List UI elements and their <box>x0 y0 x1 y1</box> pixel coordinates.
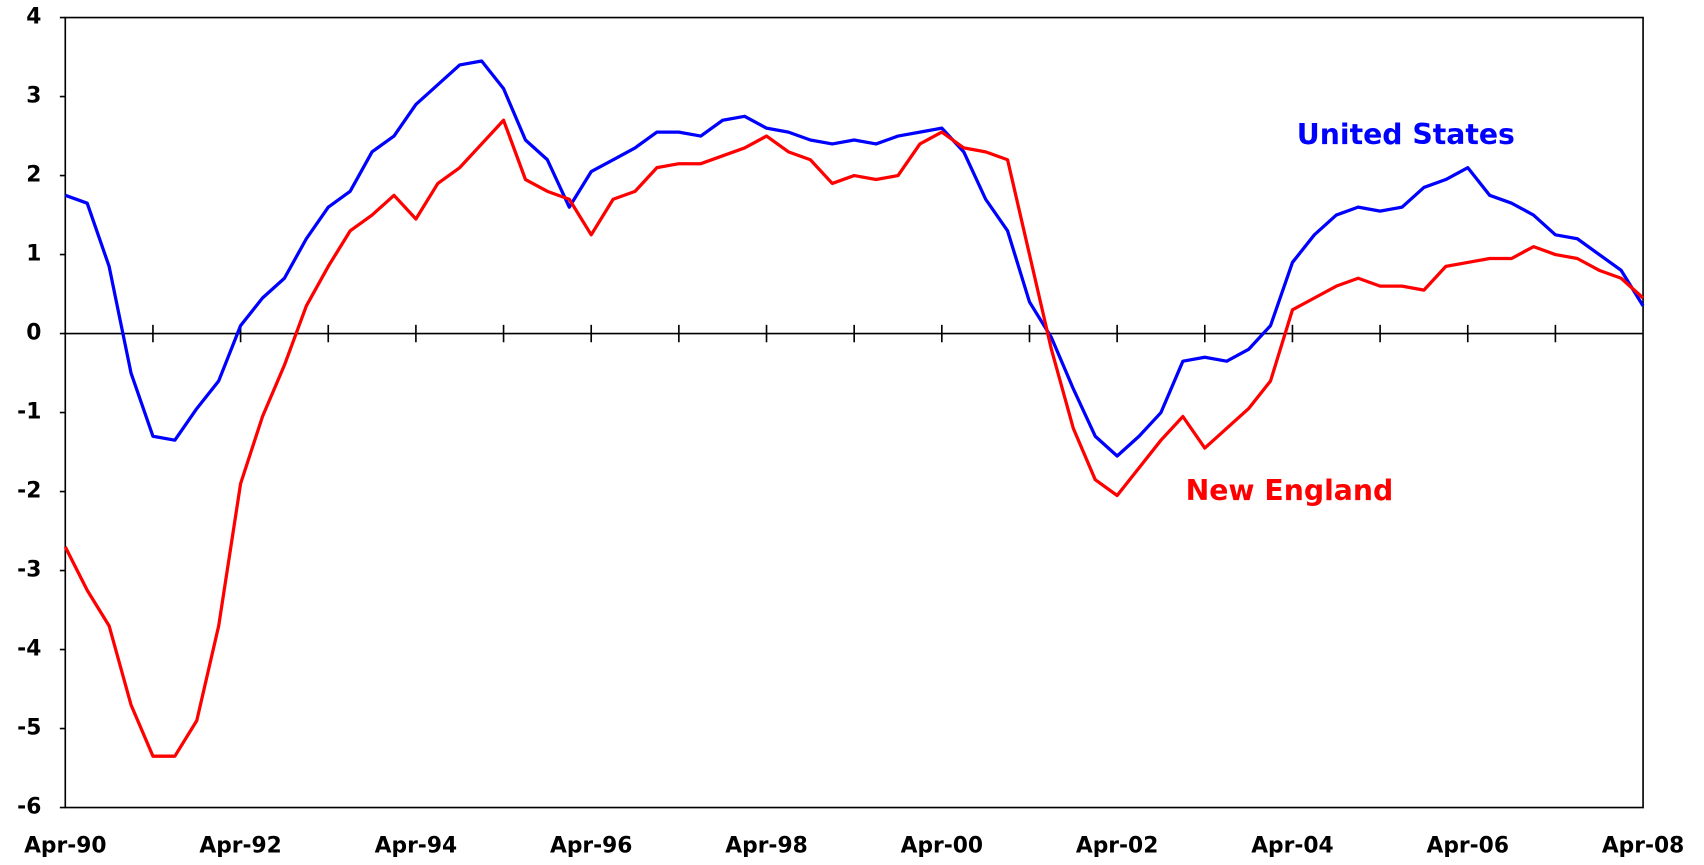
x-tick-label: Apr-90 <box>24 834 106 859</box>
x-tick-label: Apr-06 <box>1427 834 1509 859</box>
y-tick-label: -6 <box>17 795 41 820</box>
series-line <box>63 118 1645 758</box>
x-tick-label: Apr-02 <box>1076 834 1158 859</box>
y-tick-label: 3 <box>26 84 41 109</box>
x-tick-label: Apr-08 <box>1602 834 1684 859</box>
x-tick-label: Apr-92 <box>199 834 281 859</box>
y-tick-label: 2 <box>26 163 41 188</box>
y-tick-label: 1 <box>26 242 41 267</box>
series-line <box>64 59 1645 458</box>
y-tick-label: -1 <box>17 400 41 425</box>
x-tick-label: Apr-00 <box>901 834 983 859</box>
y-tick-label: -3 <box>17 558 41 583</box>
y-tick-label: -5 <box>17 716 41 741</box>
x-tick-label: Apr-04 <box>1251 834 1333 859</box>
y-tick-label: -4 <box>17 637 41 662</box>
x-tick-label: Apr-96 <box>550 834 632 859</box>
series-label: New England <box>1186 474 1394 507</box>
series-label: United States <box>1297 118 1515 151</box>
y-tick-label: 4 <box>26 5 41 30</box>
y-tick-label: 0 <box>26 321 41 346</box>
x-tick-label: Apr-94 <box>375 834 457 859</box>
x-tick-label: Apr-98 <box>725 834 807 859</box>
y-tick-label: -2 <box>17 479 41 504</box>
